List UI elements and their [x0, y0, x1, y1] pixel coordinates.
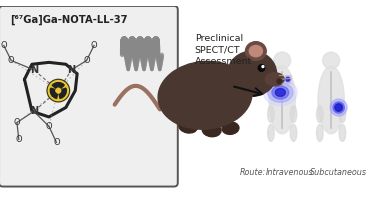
Ellipse shape: [274, 52, 291, 69]
Circle shape: [258, 65, 265, 71]
FancyBboxPatch shape: [0, 6, 178, 187]
Text: [⁶⁷Ga]Ga-NOTA-LL-37: [⁶⁷Ga]Ga-NOTA-LL-37: [10, 14, 128, 25]
Text: O: O: [46, 122, 52, 131]
Ellipse shape: [263, 79, 297, 106]
Ellipse shape: [286, 77, 290, 81]
Ellipse shape: [202, 123, 221, 137]
Text: Subcutaneous: Subcutaneous: [310, 168, 367, 177]
Circle shape: [277, 79, 282, 84]
Ellipse shape: [268, 124, 274, 141]
Text: N: N: [30, 106, 38, 116]
Ellipse shape: [268, 106, 274, 123]
Circle shape: [335, 104, 343, 111]
Ellipse shape: [272, 86, 289, 99]
Text: Intravenous: Intravenous: [266, 168, 314, 177]
Text: O: O: [13, 118, 20, 127]
Ellipse shape: [316, 106, 323, 123]
Circle shape: [262, 66, 264, 68]
Ellipse shape: [265, 73, 284, 86]
Wedge shape: [59, 88, 66, 98]
Ellipse shape: [179, 120, 197, 133]
Wedge shape: [50, 88, 58, 98]
Text: O: O: [91, 41, 97, 50]
Text: N: N: [67, 65, 76, 75]
Circle shape: [330, 99, 347, 116]
Ellipse shape: [316, 124, 323, 141]
Text: O: O: [83, 56, 90, 65]
Text: N: N: [30, 65, 38, 75]
Ellipse shape: [339, 106, 346, 123]
Ellipse shape: [290, 124, 297, 141]
Ellipse shape: [269, 66, 295, 134]
Ellipse shape: [318, 66, 344, 134]
Wedge shape: [52, 83, 64, 88]
Circle shape: [56, 89, 60, 93]
Circle shape: [47, 79, 70, 102]
Ellipse shape: [228, 51, 276, 96]
Ellipse shape: [290, 106, 297, 123]
Text: O: O: [0, 41, 7, 50]
Ellipse shape: [339, 124, 346, 141]
Circle shape: [333, 102, 344, 113]
Ellipse shape: [285, 76, 291, 83]
Ellipse shape: [323, 52, 340, 69]
Text: O: O: [15, 135, 22, 144]
Ellipse shape: [275, 89, 285, 96]
Text: O: O: [53, 138, 60, 147]
Text: Preclinical
SPECT/CT
Assessment: Preclinical SPECT/CT Assessment: [195, 34, 252, 66]
Ellipse shape: [222, 122, 239, 134]
Text: O: O: [8, 56, 15, 65]
Ellipse shape: [268, 83, 293, 102]
Ellipse shape: [158, 61, 252, 129]
Text: Route:: Route:: [240, 168, 266, 177]
Ellipse shape: [245, 42, 266, 60]
Ellipse shape: [249, 45, 263, 57]
